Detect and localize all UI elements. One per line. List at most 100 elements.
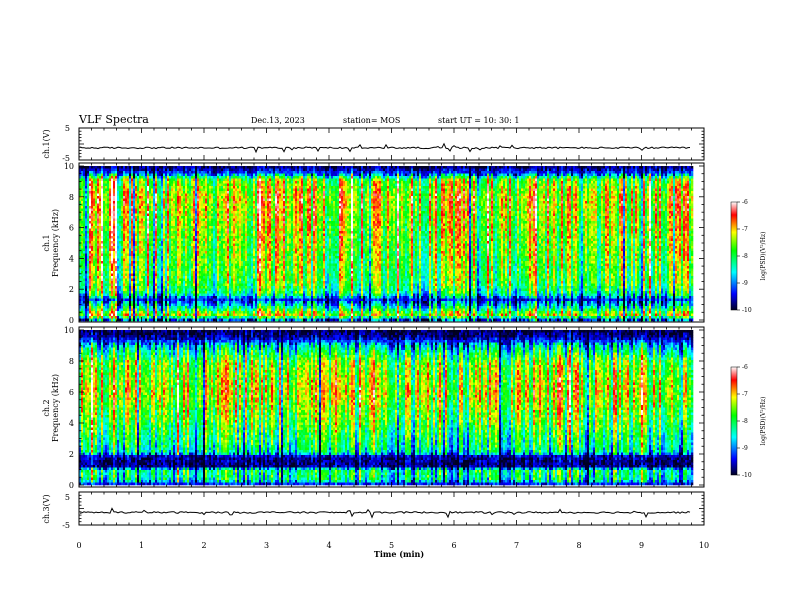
spectrogram-1-cell [89, 261, 92, 264]
spectrogram-1-cell [205, 206, 208, 209]
spectrogram-1-cell [133, 208, 136, 212]
spectrogram-1-cell [153, 271, 156, 274]
spectrogram-1-cell [159, 208, 162, 212]
spectrogram-1-cell [169, 218, 172, 222]
spectrogram-1-cell [107, 266, 110, 269]
spectrogram-1-cell [171, 181, 174, 184]
spectrogram-1-cell [171, 226, 174, 229]
spectrogram-1-cell [141, 293, 144, 297]
spectrogram-1-cell [225, 203, 228, 207]
spectrogram-1-cell [173, 193, 176, 197]
spectrogram-1-cell [193, 318, 196, 322]
spectrogram-1-cell [189, 291, 192, 294]
spectrogram-1-cell [183, 218, 186, 222]
spectrogram-1-cell [157, 221, 160, 224]
spectrogram-1-cell [83, 198, 86, 202]
spectrogram-1-cell [123, 256, 126, 259]
spectrogram-1-cell [179, 316, 182, 319]
spectrogram-1-cell [229, 283, 232, 287]
spectrogram-1-cell [111, 291, 114, 294]
spectrogram-1-cell [221, 181, 224, 184]
spectrogram-1-cell [83, 168, 86, 172]
spectrogram-1-cell [231, 166, 234, 169]
spectrogram-1-cell [201, 271, 204, 274]
spectrogram-1-cell [169, 216, 172, 219]
spectrogram-1-cell [155, 301, 158, 304]
spectrogram-1-cell [97, 216, 100, 219]
spectrogram-1-cell [223, 181, 226, 184]
spectrogram-1-cell [121, 251, 124, 254]
spectrogram-1-cell [117, 173, 120, 177]
spectrogram-1-cell [221, 301, 224, 304]
spectrogram-1-cell [215, 298, 218, 302]
spectrogram-1-cell [85, 258, 88, 262]
spectrogram-1-cell [155, 248, 158, 252]
spectrogram-1-cell [101, 301, 104, 304]
spectrogram-1-cell [231, 278, 234, 282]
spectrogram-1-cell [103, 306, 106, 309]
spectrogram-1-cell [113, 261, 116, 264]
spectrogram-1-cell [151, 216, 154, 219]
spectrogram-1-cell [227, 263, 230, 267]
spectrogram-1-cell [191, 233, 194, 237]
spectrogram-1-cell [175, 248, 178, 252]
spectrogram-1-cell [207, 293, 210, 297]
spectrogram-1-cell [81, 236, 84, 239]
spectrogram-1-cell [157, 171, 160, 174]
spectrogram-1-cell [109, 266, 112, 269]
spectrogram-1-cell [87, 188, 90, 192]
spectrogram-1-cell [205, 228, 208, 232]
spectrogram-1-cell [145, 216, 148, 219]
spectrogram-1-cell [227, 166, 230, 169]
spectrogram-1-cell [153, 276, 156, 279]
spectrogram-1-cell [211, 228, 214, 232]
spectrogram-1-cell [193, 291, 196, 294]
spectrogram-1-cell [157, 218, 160, 222]
spectrogram-1-cell [91, 268, 94, 272]
spectrogram-1-cell [213, 278, 216, 282]
spectrogram-1-cell [89, 296, 92, 299]
spectrogram-1-cell [101, 278, 104, 282]
spectrogram-1-cell [211, 301, 214, 304]
spectrogram-1-cell [83, 273, 86, 277]
spectrogram-1-cell [93, 201, 96, 204]
spectrogram-1-cell [101, 186, 104, 189]
spectrogram-1-cell [125, 186, 128, 189]
spectrogram-1-cell [111, 278, 114, 282]
spectrogram-1-cell [107, 303, 110, 307]
spectrogram-1-cell [117, 268, 120, 272]
spectrogram-1-cell [145, 203, 148, 207]
spectrogram-1-cell [199, 181, 202, 184]
spectrogram-1-cell [167, 218, 170, 222]
spectrogram-1-cell [143, 238, 146, 242]
spectrogram-1-cell [235, 211, 238, 214]
spectrogram-1-cell [181, 243, 184, 247]
spectrogram-1-cell [183, 283, 186, 287]
spectrogram-1-cell [141, 233, 144, 237]
spectrogram-1-cell [165, 268, 168, 272]
spectrogram-1-cell [149, 246, 152, 249]
spectrogram-1-cell [159, 311, 162, 314]
spectrogram-1-cell [81, 173, 84, 177]
spectrogram-1-cell [189, 241, 192, 244]
spectrogram-1-cell [155, 203, 158, 207]
spectrogram-1-cell [135, 231, 138, 234]
spectrogram-1-cell [209, 218, 212, 222]
spectrogram-1-cell [109, 246, 112, 249]
spectrogram-1-cell [109, 288, 112, 292]
spectrogram-1-cell [91, 188, 94, 192]
spectrogram-1-cell [79, 233, 82, 237]
spectrogram-1-cell [195, 263, 198, 267]
spectrogram-1-cell [93, 286, 96, 289]
spectrogram-1-cell [219, 208, 222, 212]
spectrogram-1-cell [113, 188, 116, 192]
spectrogram-1-cell [159, 188, 162, 192]
spectrogram-1-cell [107, 216, 110, 219]
spectrogram-1-cell [215, 293, 218, 297]
spectrogram-1-cell [167, 196, 170, 199]
spectrogram-1-cell [107, 306, 110, 309]
spectrogram-1-cell [233, 211, 236, 214]
spectrogram-1-cell [227, 261, 230, 264]
spectrogram-1-cell [175, 301, 178, 304]
spectrogram-1-cell [201, 261, 204, 264]
